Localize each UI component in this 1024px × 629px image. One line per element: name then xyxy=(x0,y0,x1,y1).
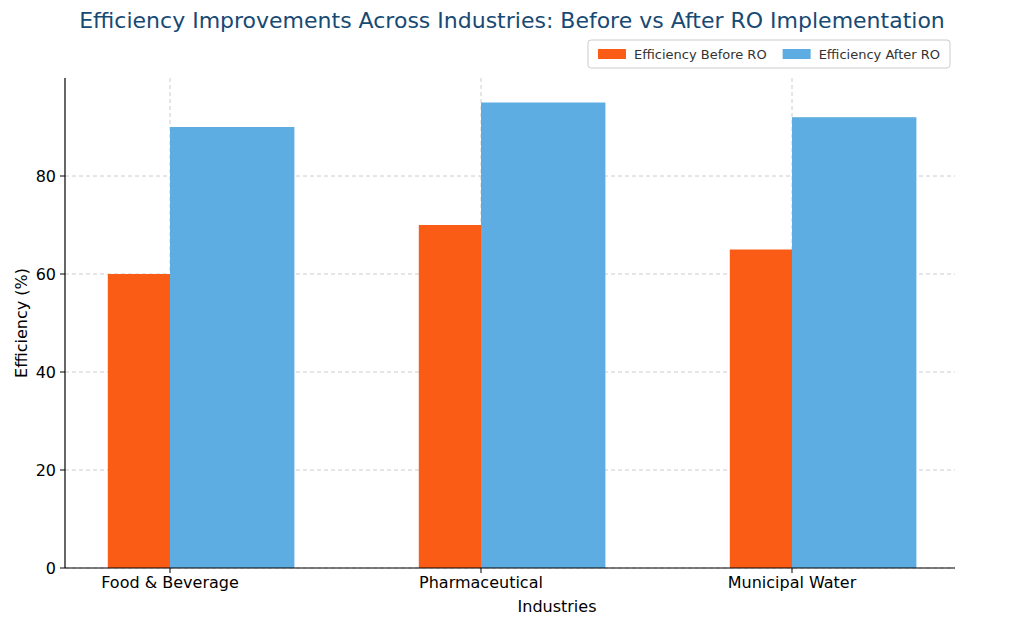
chart-svg: 0 20 40 60 80 Food & Beverage Pharmaceutical Mu… xyxy=(0,0,1024,629)
y-tick xyxy=(60,176,65,177)
y-tick xyxy=(60,372,65,373)
bar xyxy=(481,103,605,569)
chart-container: 0 20 40 60 80 Food & Beverage Pharmaceutical Mu… xyxy=(0,0,1024,629)
title: Efficiency Improvements Across Industrie… xyxy=(79,8,945,33)
y-tick-label: 40 xyxy=(36,363,56,382)
y-tick-label: 0 xyxy=(46,559,56,578)
bar xyxy=(170,127,294,568)
legend: Efficiency Before RO Efficiency After RO xyxy=(588,40,950,68)
x-axis-label: Industries xyxy=(518,597,597,616)
bar xyxy=(792,117,916,568)
x-tick-label: Food & Beverage xyxy=(101,573,239,592)
bar xyxy=(419,225,481,568)
y-grid-line xyxy=(65,568,955,569)
y-tick-label: 20 xyxy=(36,461,56,480)
legend-label: Efficiency Before RO xyxy=(634,47,767,62)
x-axis-line xyxy=(65,567,955,568)
legend-swatch xyxy=(783,49,811,59)
bars xyxy=(108,103,917,569)
x-tick-label: Pharmaceutical xyxy=(419,573,543,592)
bar xyxy=(108,274,170,568)
y-axis-label: Efficiency (%) xyxy=(12,268,31,378)
legend-swatch xyxy=(598,49,626,59)
legend-box xyxy=(588,40,950,68)
y-axis-line xyxy=(64,78,65,568)
background xyxy=(0,0,1024,629)
y-tick xyxy=(60,274,65,275)
bar xyxy=(730,250,792,569)
y-tick xyxy=(60,568,65,569)
x-tick-label: Municipal Water xyxy=(728,573,857,592)
y-tick xyxy=(60,470,65,471)
y-tick-label: 80 xyxy=(36,167,56,186)
y-tick-label: 60 xyxy=(36,265,56,284)
legend-label: Efficiency After RO xyxy=(819,47,940,62)
